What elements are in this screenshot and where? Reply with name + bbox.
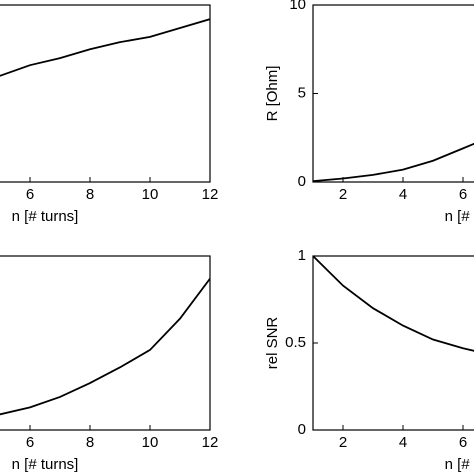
y-tick-label: 0 xyxy=(298,421,306,438)
y-tick-label: 10 xyxy=(289,0,306,13)
subplot: 2 4 6 0 0.5 1 n [# turns] rel SNR xyxy=(264,247,474,473)
x-tick-label: 10 xyxy=(142,434,159,451)
x-tick-label: 6 xyxy=(26,186,34,203)
axes-box xyxy=(312,255,474,431)
x-axis-label: n [# turns] xyxy=(12,208,79,225)
y-tick-label: 0 xyxy=(298,173,306,190)
x-tick-label: 12 xyxy=(202,434,219,451)
x-tick-label: 8 xyxy=(86,186,94,203)
subplot: 2 4 6 0 5 10 n [# turns] R [Ohm] xyxy=(264,0,474,225)
line-series xyxy=(313,256,474,352)
line-series xyxy=(313,142,474,182)
y-tick-label: 0.5 xyxy=(285,334,306,351)
x-tick-label: 6 xyxy=(459,434,467,451)
axes-box xyxy=(312,4,474,183)
subplot: 6 8 10 12 n [# turns] xyxy=(0,4,219,225)
x-tick-label: 2 xyxy=(339,434,347,451)
x-axis-label: n [# turns] xyxy=(445,208,474,225)
subplot: 6 8 10 12 n [# turns] xyxy=(0,255,219,473)
x-tick-label: 12 xyxy=(202,186,219,203)
x-tick-label: 8 xyxy=(86,434,94,451)
x-tick-label: 2 xyxy=(339,186,347,203)
y-tick-label: 5 xyxy=(298,84,306,101)
x-axis-label: n [# turns] xyxy=(445,456,474,473)
x-tick-label: 4 xyxy=(399,186,407,203)
x-tick-label: 4 xyxy=(399,434,407,451)
y-axis-label: R [Ohm] xyxy=(264,66,281,122)
line-series xyxy=(0,18,210,77)
axes-box xyxy=(0,4,211,183)
x-tick-label: 6 xyxy=(26,434,34,451)
axes-box xyxy=(0,255,211,431)
y-tick-label: 1 xyxy=(298,247,306,264)
y-axis-label: rel SNR xyxy=(264,317,281,370)
line-series xyxy=(0,278,210,416)
x-axis-label: n [# turns] xyxy=(12,456,79,473)
x-tick-label: 10 xyxy=(142,186,159,203)
x-tick-label: 6 xyxy=(459,186,467,203)
